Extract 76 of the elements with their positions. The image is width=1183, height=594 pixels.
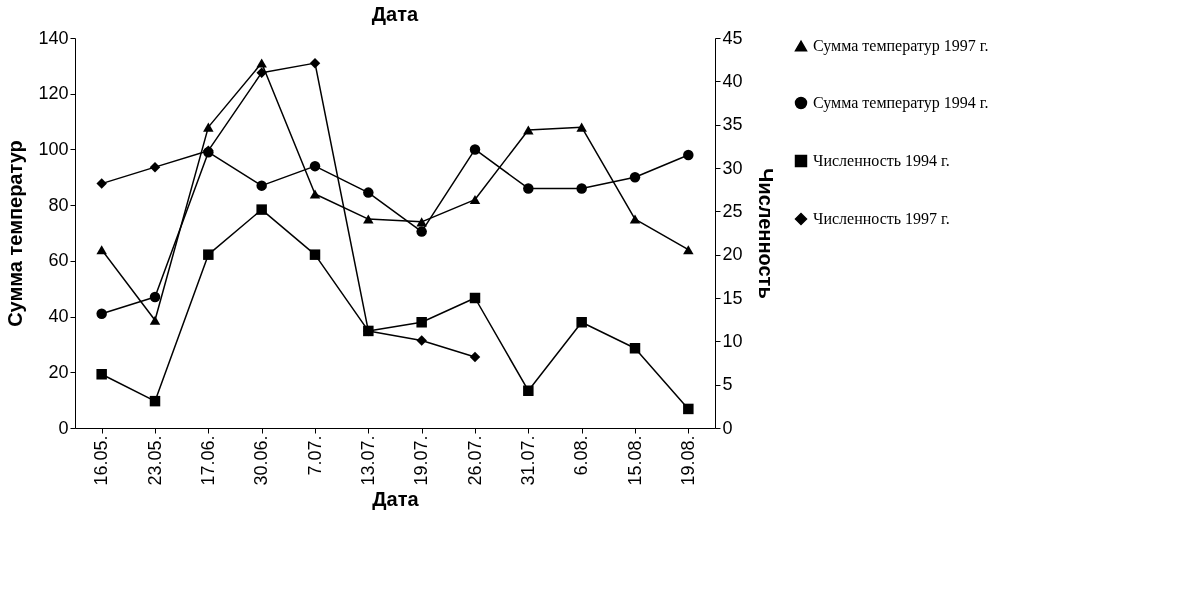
point	[149, 161, 161, 173]
y2-tick-label: 40	[722, 70, 743, 91]
y2-tick-label: 25	[722, 200, 743, 221]
x-tick-label: 19.08.	[677, 435, 698, 486]
y-tick-label: 80	[48, 194, 69, 215]
point	[469, 144, 481, 155]
x-axis-title: Дата	[372, 487, 420, 510]
y-tick-label: 140	[38, 27, 69, 48]
point	[416, 335, 427, 346]
x-tick-label: 13.07.	[357, 435, 378, 486]
point	[149, 395, 161, 407]
point	[469, 195, 481, 205]
y2-tick-label: 0	[722, 417, 733, 438]
x-tick-label: 31.07.	[517, 435, 538, 486]
point	[629, 172, 641, 183]
point	[363, 187, 374, 198]
point	[523, 183, 534, 194]
legend-label: Численность 1994 г.	[813, 152, 950, 169]
point	[469, 292, 481, 304]
point	[416, 226, 427, 237]
point	[309, 160, 321, 172]
y-tick-label: 120	[38, 83, 69, 104]
point	[256, 204, 267, 215]
x-tick-label: 19.07.	[411, 435, 432, 486]
point	[203, 122, 214, 132]
y-axis-title: Сумма температур	[4, 140, 27, 327]
point	[576, 122, 587, 132]
point	[256, 58, 267, 68]
point	[203, 249, 214, 260]
point	[363, 214, 374, 224]
legend-label: Сумма температур 1994 г.	[813, 94, 989, 112]
y-tick-label: 100	[38, 138, 69, 159]
point	[523, 385, 534, 396]
y-tick-label: 60	[48, 250, 69, 271]
chart-title: Дата	[371, 3, 420, 25]
point	[576, 183, 587, 194]
y2-tick-label: 5	[722, 374, 733, 395]
x-tick-label: 26.07.	[464, 435, 485, 486]
point	[629, 214, 641, 224]
x-tick-label: 17.06.	[197, 435, 218, 486]
x-tick-label: 23.05.	[144, 435, 165, 486]
legend-label: Сумма температур 1997 г.	[813, 37, 989, 55]
y2-tick-label: 30	[722, 157, 743, 178]
y-tick-label: 40	[48, 306, 69, 327]
point	[96, 178, 107, 189]
y2-axis-title: Численность	[754, 168, 777, 299]
point	[309, 249, 321, 260]
point	[683, 245, 694, 255]
point	[683, 403, 694, 415]
y2-tick-label: 35	[722, 114, 743, 135]
point	[149, 315, 161, 325]
x-tick-label: 16.05.	[91, 435, 112, 486]
y-tick-label: 20	[48, 361, 69, 382]
x-tick-label: 30.06.	[251, 435, 272, 486]
point	[416, 317, 427, 328]
point	[96, 245, 107, 255]
point	[96, 308, 107, 320]
legend-label: Численность 1997 г.	[813, 210, 950, 227]
point	[96, 369, 107, 380]
y2-tick-label: 10	[722, 330, 743, 351]
x-tick-label: 6.08.	[571, 435, 592, 476]
point	[149, 291, 161, 303]
point	[683, 149, 694, 161]
point	[309, 57, 321, 69]
y2-tick-label: 20	[722, 244, 743, 265]
point	[256, 67, 267, 78]
y2-tick-label: 45	[722, 27, 743, 48]
point	[256, 180, 267, 191]
point	[469, 351, 481, 363]
x-tick-label: 7.07.	[304, 435, 325, 476]
point	[576, 317, 587, 328]
x-tick-label: 15.08.	[624, 435, 645, 486]
y2-tick-label: 15	[722, 287, 743, 308]
point	[629, 343, 641, 354]
y-tick-label: 0	[58, 417, 69, 438]
point	[309, 189, 321, 199]
